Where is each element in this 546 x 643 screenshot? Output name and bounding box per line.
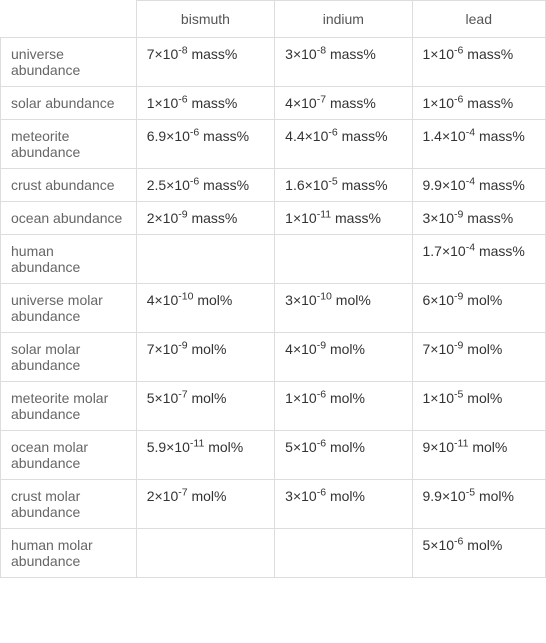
- cell-value: 9×10-11 mol%: [412, 431, 546, 480]
- header-indium: indium: [275, 1, 412, 38]
- cell-value: 4×10-9 mol%: [275, 333, 412, 382]
- cell-value: 4×10-10 mol%: [136, 284, 274, 333]
- cell-value: 1×10-11 mass%: [275, 202, 412, 235]
- row-label: meteorite molar abundance: [1, 382, 137, 431]
- cell-value: 2×10-9 mass%: [136, 202, 274, 235]
- cell-value: 3×10-9 mass%: [412, 202, 546, 235]
- table-row: universe abundance7×10-8 mass%3×10-8 mas…: [1, 38, 546, 87]
- table-row: ocean abundance2×10-9 mass%1×10-11 mass%…: [1, 202, 546, 235]
- cell-value: 5×10-6 mol%: [275, 431, 412, 480]
- cell-value: 3×10-10 mol%: [275, 284, 412, 333]
- cell-value: 9.9×10-5 mol%: [412, 480, 546, 529]
- cell-value: 5×10-6 mol%: [412, 529, 546, 578]
- cell-value: [136, 529, 274, 578]
- cell-value: 7×10-9 mol%: [412, 333, 546, 382]
- cell-value: 7×10-8 mass%: [136, 38, 274, 87]
- abundance-table: bismuth indium lead universe abundance7×…: [0, 0, 546, 578]
- row-label: universe molar abundance: [1, 284, 137, 333]
- cell-value: 1×10-5 mol%: [412, 382, 546, 431]
- table-row: meteorite abundance6.9×10-6 mass%4.4×10-…: [1, 120, 546, 169]
- cell-value: 1×10-6 mol%: [275, 382, 412, 431]
- header-lead: lead: [412, 1, 546, 38]
- row-label: universe abundance: [1, 38, 137, 87]
- cell-value: 6.9×10-6 mass%: [136, 120, 274, 169]
- row-label: solar molar abundance: [1, 333, 137, 382]
- cell-value: 1.6×10-5 mass%: [275, 169, 412, 202]
- row-label: human abundance: [1, 235, 137, 284]
- cell-value: 1×10-6 mass%: [412, 38, 546, 87]
- row-label: crust molar abundance: [1, 480, 137, 529]
- row-label: ocean abundance: [1, 202, 137, 235]
- table-row: human molar abundance 5×10-6 mol%: [1, 529, 546, 578]
- cell-value: 2×10-7 mol%: [136, 480, 274, 529]
- cell-value: [275, 529, 412, 578]
- cell-value: 1×10-6 mass%: [412, 87, 546, 120]
- table-row: crust abundance2.5×10-6 mass%1.6×10-5 ma…: [1, 169, 546, 202]
- cell-value: 3×10-8 mass%: [275, 38, 412, 87]
- row-label: meteorite abundance: [1, 120, 137, 169]
- cell-value: 4×10-7 mass%: [275, 87, 412, 120]
- table-row: meteorite molar abundance5×10-7 mol%1×10…: [1, 382, 546, 431]
- cell-value: 1.4×10-4 mass%: [412, 120, 546, 169]
- row-label: solar abundance: [1, 87, 137, 120]
- table-row: solar abundance1×10-6 mass%4×10-7 mass%1…: [1, 87, 546, 120]
- cell-value: 9.9×10-4 mass%: [412, 169, 546, 202]
- table-row: crust molar abundance2×10-7 mol%3×10-6 m…: [1, 480, 546, 529]
- cell-value: 4.4×10-6 mass%: [275, 120, 412, 169]
- cell-value: [275, 235, 412, 284]
- cell-value: 5.9×10-11 mol%: [136, 431, 274, 480]
- table-row: solar molar abundance7×10-9 mol%4×10-9 m…: [1, 333, 546, 382]
- row-label: ocean molar abundance: [1, 431, 137, 480]
- cell-value: 1.7×10-4 mass%: [412, 235, 546, 284]
- header-bismuth: bismuth: [136, 1, 274, 38]
- table-row: ocean molar abundance5.9×10-11 mol%5×10-…: [1, 431, 546, 480]
- cell-value: 3×10-6 mol%: [275, 480, 412, 529]
- table-body: universe abundance7×10-8 mass%3×10-8 mas…: [1, 38, 546, 578]
- cell-value: [136, 235, 274, 284]
- cell-value: 5×10-7 mol%: [136, 382, 274, 431]
- header-corner: [1, 1, 137, 38]
- table-row: human abundance 1.7×10-4 mass%: [1, 235, 546, 284]
- cell-value: 2.5×10-6 mass%: [136, 169, 274, 202]
- row-label: human molar abundance: [1, 529, 137, 578]
- header-row: bismuth indium lead: [1, 1, 546, 38]
- cell-value: 1×10-6 mass%: [136, 87, 274, 120]
- cell-value: 6×10-9 mol%: [412, 284, 546, 333]
- cell-value: 7×10-9 mol%: [136, 333, 274, 382]
- table-row: universe molar abundance4×10-10 mol%3×10…: [1, 284, 546, 333]
- row-label: crust abundance: [1, 169, 137, 202]
